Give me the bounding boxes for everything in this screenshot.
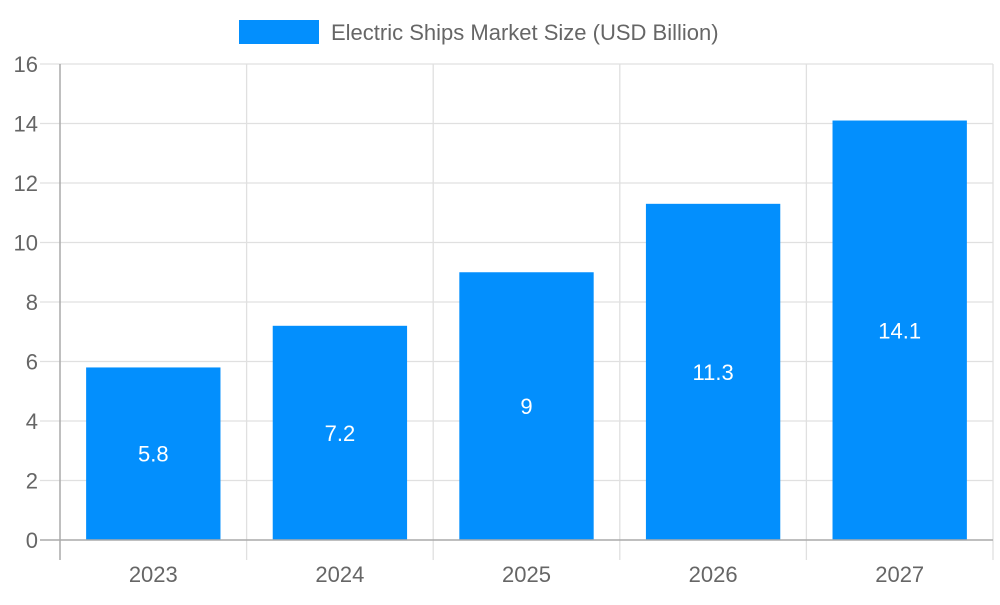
bar (459, 272, 594, 540)
data-label: 14.1 (878, 318, 921, 343)
bar (832, 120, 967, 541)
y-tick-label: 0 (26, 528, 38, 553)
x-tick-label: 2027 (875, 562, 924, 587)
data-label: 9 (520, 394, 532, 419)
axes: 0 2 4 6 8 10 12 14 16 2023 2024 2025 2026 2027 (14, 52, 993, 587)
bar (86, 367, 221, 540)
data-label: 5.8 (138, 442, 169, 467)
y-tick-label: 12 (14, 171, 38, 196)
legend-swatch (239, 20, 319, 44)
legend[interactable]: Electric Ships Market Size (USD Billion) (239, 20, 719, 45)
y-tick-label: 16 (14, 52, 38, 77)
x-tick-label: 2023 (129, 562, 178, 587)
data-label: 7.2 (325, 421, 356, 446)
y-tick-label: 10 (14, 231, 38, 256)
legend-label: Electric Ships Market Size (USD Billion) (331, 20, 719, 45)
y-tick-label: 6 (26, 350, 38, 375)
x-tick-label: 2025 (502, 562, 551, 587)
y-tick-label: 8 (26, 290, 38, 315)
y-tick-label: 14 (14, 112, 38, 137)
data-label: 11.3 (693, 360, 734, 385)
x-tick-label: 2024 (315, 562, 364, 587)
bar (272, 325, 408, 540)
y-tick-label: 2 (26, 469, 38, 494)
x-tick-label: 2026 (689, 562, 738, 587)
y-tick-label: 4 (26, 409, 38, 434)
bar (645, 203, 781, 540)
bars: 5.8 7.2 9 11.3 14.1 (86, 120, 967, 541)
